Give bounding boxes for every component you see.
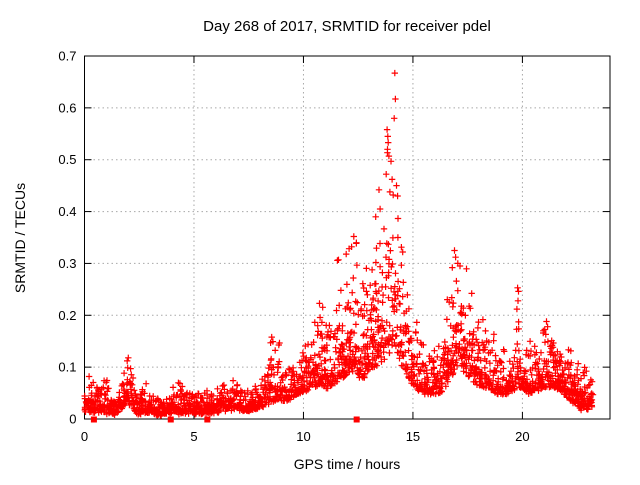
y-tick-label: 0.2 [58,308,76,323]
y-tick-label: 0.6 [58,100,76,115]
zero-markers [90,416,360,423]
y-axis-label: SRMTID / TECUs [12,183,28,293]
x-tick-label: 10 [296,429,310,444]
tick-labels: 0 5 10 15 20 0 0.1 0.2 0.3 0.4 0.5 0.6 0.7 [58,49,529,445]
y-tick-label: 0.3 [58,256,76,271]
y-tick-label: 0 [69,412,76,427]
y-tick-label: 0.4 [58,204,76,219]
zero-value-marker [90,416,97,423]
y-tick-label: 0.1 [58,360,76,375]
plot-frame [84,55,611,420]
x-tick-label: 20 [515,429,529,444]
x-tick-label: 5 [190,429,197,444]
y-tick-label: 0.7 [58,49,76,64]
data-point-path [81,69,597,419]
zero-value-marker [167,416,174,423]
x-tick-label: 15 [406,429,420,444]
y-tick-label: 0.5 [58,152,76,167]
x-tick-label: 0 [81,429,88,444]
chart-title: Day 268 of 2017, SRMTID for receiver pde… [203,18,491,35]
zero-value-marker [353,416,360,423]
scatter-points [81,69,597,419]
axis-ticks [84,55,610,420]
plot-border [84,55,611,420]
zero-value-marker [204,416,211,423]
x-axis-label: GPS time / hours [294,456,401,472]
